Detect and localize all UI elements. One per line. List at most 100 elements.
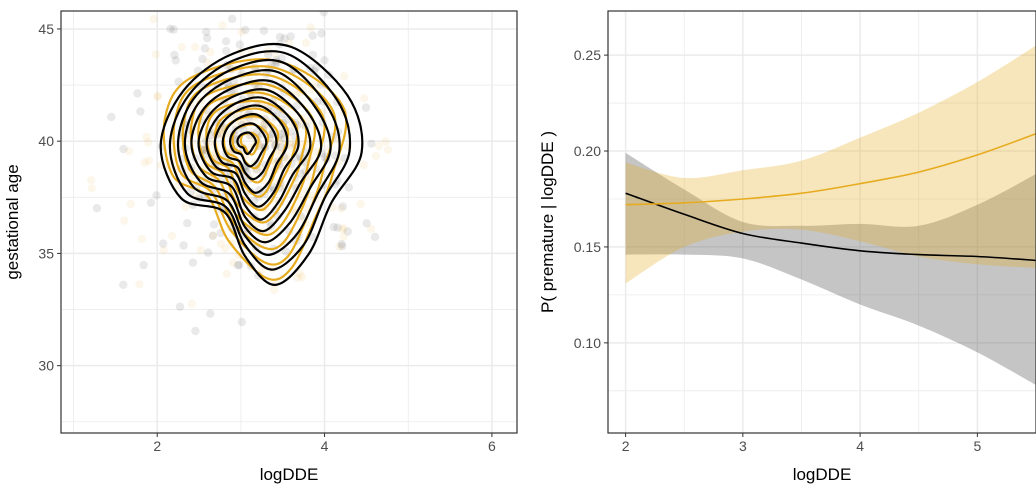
confidence-band-black: [625, 152, 1036, 385]
scatter-point: [146, 198, 156, 207]
right-x-tick-label: 5: [973, 438, 981, 454]
contour-ring-black: [213, 104, 289, 194]
scatter-point: [237, 317, 246, 327]
right-y-tick-label: 0.15: [574, 239, 601, 255]
contour-ring-black: [229, 122, 268, 168]
right-panel-background: [608, 11, 1036, 433]
scatter-point: [87, 184, 96, 193]
scatter-point: [304, 116, 313, 126]
scatter-point: [136, 107, 145, 116]
scatter-point: [360, 94, 369, 103]
right-y-tick-label: 0.10: [574, 335, 601, 351]
scatter-point: [200, 44, 210, 53]
scatter-point: [237, 27, 246, 37]
contour-ring-black: [236, 131, 258, 156]
left-x-axis-title: logDDE: [260, 465, 319, 484]
scatter-point: [159, 246, 168, 255]
scatter-point: [175, 302, 185, 311]
right-x-tick-label: 2: [622, 438, 630, 454]
scatter-point: [319, 11, 328, 17]
scatter-point: [343, 227, 352, 236]
scatter-point: [142, 132, 151, 142]
right-bands: [625, 45, 1036, 385]
confidence-band-gold: [625, 45, 1036, 284]
scatter-point: [356, 199, 365, 209]
scatter-point: [126, 199, 135, 209]
scatter-point: [371, 152, 381, 161]
scatter-point: [301, 38, 311, 48]
scatter-point: [337, 240, 346, 249]
scatter-point: [183, 219, 192, 228]
scatter-point: [133, 89, 142, 98]
scatter-point: [255, 162, 264, 172]
scatter-point: [166, 24, 175, 33]
scatter-point: [241, 25, 250, 35]
scatter-point: [158, 239, 168, 248]
scatter-point: [274, 148, 283, 158]
contour-ring-black: [159, 42, 364, 287]
scatter-point: [370, 232, 380, 242]
left-y-axis-title: gestational age: [3, 164, 22, 279]
right-x-axis-title: logDDE: [793, 465, 852, 484]
contour-ring-black: [168, 50, 352, 271]
right-x-tick-label: 3: [739, 438, 747, 454]
scatter-point: [202, 0, 210, 3]
scatter-point: [338, 242, 347, 251]
scatter-point: [124, 146, 134, 156]
left-y-tick-label: 30: [38, 358, 54, 374]
scatter-point: [258, 176, 268, 185]
scatter-point: [281, 247, 291, 256]
scatter-point: [198, 134, 207, 143]
scatter-point: [275, 32, 285, 42]
scatter-point: [306, 23, 315, 32]
scatter-point: [308, 31, 317, 40]
scatter-point: [338, 225, 347, 234]
fit-line-gold: [625, 133, 1036, 206]
scatter-point: [317, 29, 326, 38]
scatter-point: [206, 47, 215, 57]
scatter-point: [202, 27, 211, 36]
scatter-point: [216, 239, 225, 248]
scatter-density-panel: 2 4 6 30 35 40 45 logDDE gestational age: [3, 0, 518, 484]
left-x-tick-label: 4: [321, 438, 329, 454]
scatter-point: [222, 269, 231, 278]
contour-ring-black: [221, 113, 278, 181]
scatter-point: [338, 202, 347, 211]
scatter-point: [362, 219, 371, 228]
scatter-point: [177, 42, 186, 52]
scatter-point: [196, 245, 205, 255]
scatter-point: [374, 141, 384, 151]
right-panel-border: [607, 10, 1036, 434]
left-x-tick-label: 6: [488, 438, 496, 454]
scatter-point: [139, 260, 148, 270]
scatter-point: [203, 58, 212, 67]
right-y-tick-label: 0.25: [574, 47, 601, 63]
right-x-tick-label: 4: [856, 438, 864, 454]
scatter-point: [107, 112, 116, 122]
scatter-point: [208, 231, 218, 240]
left-panel-border: [60, 10, 518, 434]
scatter-point: [366, 224, 376, 234]
scatter-point: [206, 309, 215, 318]
scatter-point: [235, 40, 245, 49]
scatter-point: [190, 43, 200, 52]
contour-ring-gold: [197, 91, 308, 224]
scatter-point: [187, 299, 197, 308]
scatter-point: [140, 158, 149, 167]
scatter-point: [297, 272, 307, 282]
scatter-point: [188, 258, 198, 267]
scatter-point: [171, 56, 180, 65]
contour-ring-gold: [189, 82, 317, 237]
scatter-point: [293, 273, 302, 283]
contour-ring-black: [205, 96, 300, 208]
scatter-point: [170, 50, 179, 60]
scatter-point: [259, 26, 269, 35]
scatter-point: [137, 234, 146, 244]
scatter-point: [169, 25, 178, 34]
scatter-point: [367, 139, 376, 148]
probability-panel: 2 3 4 5 0.10 0.15 0.20 0.25 logDDE P( premature |…: [538, 10, 1036, 484]
scatter-point: [191, 326, 200, 336]
left-y-tick-label: 35: [38, 245, 54, 261]
scatter-point: [153, 92, 162, 102]
